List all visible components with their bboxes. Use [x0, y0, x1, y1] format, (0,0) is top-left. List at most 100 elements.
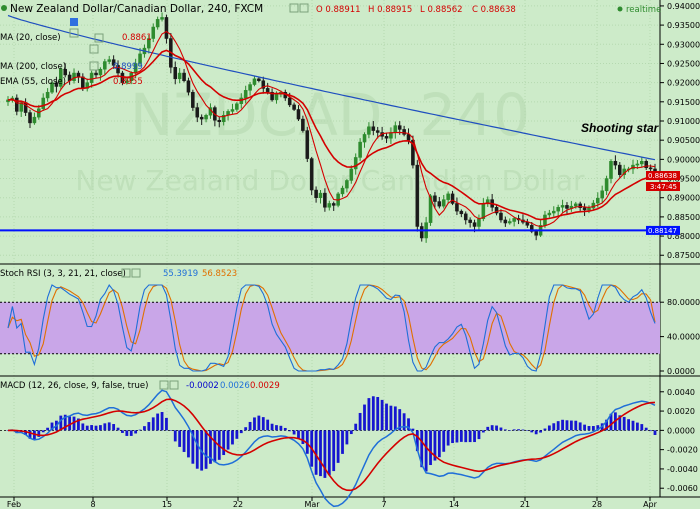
price-tick-label: 0.93000: [667, 40, 700, 49]
macd-histogram-bar: [28, 430, 32, 439]
candle-body: [503, 219, 508, 224]
macd-histogram-bar: [182, 430, 186, 452]
candle-body: [41, 97, 45, 109]
indicator-hide-icon[interactable]: [131, 268, 141, 278]
indicator-toggle-icon[interactable]: [70, 18, 78, 26]
countdown-timer-label: 3:47:45: [646, 182, 680, 191]
hide-icon[interactable]: [299, 3, 309, 13]
macd-histogram-bar: [50, 422, 54, 431]
macd-histogram-bar: [622, 416, 626, 431]
candle-body: [437, 201, 442, 207]
stoch-k-line: [7, 283, 656, 372]
macd-tick-label: -0.0040: [667, 465, 698, 474]
macd-tick-label: 0.0020: [667, 407, 695, 416]
candle-body: [582, 207, 587, 211]
macd-histogram-bar: [429, 430, 432, 466]
candle-body: [353, 157, 358, 170]
indicator-settings-icon[interactable]: [89, 44, 99, 54]
macd-histogram-bar: [279, 425, 283, 431]
macd-histogram-bar: [204, 430, 208, 469]
candle-body: [28, 112, 32, 124]
macd-line: [7, 389, 656, 508]
candle-body: [81, 76, 85, 89]
indicator-settings-icon[interactable]: [159, 380, 169, 390]
macd-histogram-bar: [222, 430, 226, 456]
time-axis-ticks: Feb 8 15 22 Mar 7 14 21 28 Apr: [7, 497, 658, 509]
macd-histogram-bar: [305, 430, 309, 454]
indicator-settings-icon[interactable]: [89, 61, 99, 71]
macd-value: 0.0026: [220, 381, 250, 391]
price-tick-label: 0.91500: [667, 98, 700, 107]
support-price-text: 0.88147: [648, 227, 677, 235]
macd-histogram-bar: [367, 398, 371, 431]
macd-histogram-bar: [266, 419, 270, 431]
macd-hist-value: -0.0002: [186, 381, 219, 391]
macd-histogram-bar: [481, 430, 485, 433]
candle-body: [217, 119, 222, 123]
indicator-toggle-icon[interactable]: [69, 28, 79, 38]
macd-histogram-bar: [433, 430, 437, 461]
candle-body: [529, 225, 534, 232]
candle-body: [512, 218, 516, 222]
macd-histogram-bar: [37, 430, 41, 437]
candle-body: [248, 84, 252, 91]
candle-body: [186, 80, 191, 93]
candle-body: [72, 72, 76, 81]
indicator-settings-icon[interactable]: [94, 33, 104, 43]
macd-histogram-bar: [226, 430, 230, 450]
macd-histogram-bar: [402, 413, 406, 431]
stoch-label: Stoch RSI (3, 3, 21, 21, close): [0, 269, 126, 279]
macd-histogram-bar: [358, 412, 362, 431]
candle-body: [257, 78, 261, 81]
candle-body: [371, 126, 376, 131]
stoch-overbought-oversold-band: [0, 302, 660, 354]
candle-body: [235, 103, 239, 110]
macd-histogram-bar: [275, 425, 278, 431]
candle-body: [349, 168, 354, 181]
candle-body: [543, 214, 547, 226]
price-tick-label: 0.88000: [667, 232, 700, 241]
candle-body: [292, 104, 296, 110]
settings-icon[interactable]: [289, 3, 299, 13]
candle-body: [314, 189, 318, 198]
stoch-tick-label: 80.0000: [667, 298, 700, 307]
macd-histogram-bar: [398, 409, 402, 431]
macd-histogram-bar: [165, 417, 168, 431]
macd-histogram-bar: [297, 430, 300, 439]
macd-histogram-bar: [486, 426, 490, 431]
indicator-settings-icon[interactable]: [121, 268, 131, 278]
macd-histogram-bar: [173, 430, 177, 442]
macd-histogram-bar: [107, 422, 111, 431]
ohlc-close: C 0.88638: [472, 5, 516, 15]
macd-histogram-bar: [635, 422, 639, 431]
macd-tick-label: -0.0020: [667, 446, 698, 455]
candle-body: [323, 192, 327, 208]
candle-body: [393, 125, 398, 133]
ema55-value: 0.8955: [113, 77, 143, 87]
candle-body: [151, 26, 156, 39]
macd-histogram-bar: [288, 430, 292, 432]
macd-histogram-bar: [332, 430, 336, 472]
candle-body: [477, 218, 481, 227]
macd-histogram-bar: [248, 421, 252, 431]
candle-body: [362, 134, 367, 143]
price-tick-label: 0.93500: [667, 21, 700, 30]
candle-body: [274, 93, 279, 101]
candle-body: [459, 210, 464, 215]
macd-signal-line: [7, 398, 656, 492]
macd-histogram-bar: [371, 396, 375, 431]
ohlc-high: H 0.88915: [368, 5, 412, 15]
macd-histogram-bar: [552, 423, 556, 431]
macd-signal-value: 0.0029: [250, 381, 280, 391]
price-grid: [0, 5, 660, 256]
macd-histogram-bar: [336, 430, 340, 463]
macd-histogram-bar: [257, 415, 261, 431]
indicator-hide-icon[interactable]: [169, 380, 179, 390]
macd-histogram-bar: [512, 429, 516, 431]
macd-histogram-bar: [103, 423, 107, 431]
chart-title: New Zealand Dollar/Canadian Dollar, 240,…: [10, 3, 263, 15]
stoch-d-value: 56.8523: [202, 269, 237, 279]
candle-body: [301, 118, 305, 131]
time-tick-label: 14: [449, 500, 459, 509]
